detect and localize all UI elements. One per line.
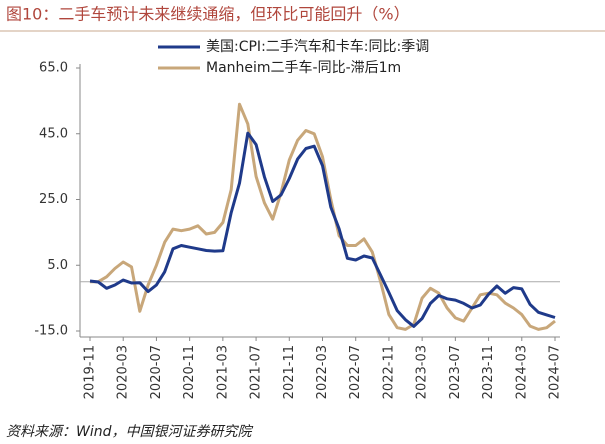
x-tick-label: 2024-03 (514, 345, 529, 399)
chart-title: 图10：二手车预计未来继续通缩，但环比可能回升（%） (6, 5, 410, 24)
x-tick-label: 2022-07 (348, 345, 363, 399)
legend-label: 美国:CPI:二手汽车和卡车:同比:季调 (206, 38, 429, 55)
x-tick-label: 2019-11 (83, 345, 98, 399)
x-tick-label: 2021-07 (249, 345, 264, 399)
series-line (90, 102, 556, 331)
x-tick-label: 2020-03 (116, 345, 131, 399)
x-tick-label: 2020-11 (182, 345, 197, 399)
y-tick-label: 5.0 (47, 258, 68, 273)
y-tick-label: 65.0 (39, 61, 68, 76)
x-tick-label: 2023-03 (415, 345, 430, 399)
x-tick-label: 2023-11 (481, 345, 496, 399)
x-tick-label: 2022-03 (315, 345, 330, 399)
y-tick-label: 45.0 (39, 126, 68, 141)
y-tick-label: 25.0 (39, 192, 68, 207)
legend-label: Manheim二手车-同比-滞后1m (206, 59, 401, 76)
y-tick-label: -15.0 (34, 324, 68, 339)
x-tick-label: 2023-07 (448, 345, 463, 399)
x-tick-label: 2022-11 (381, 345, 396, 399)
x-tick-label: 2024-07 (548, 345, 563, 399)
x-tick-label: 2021-03 (215, 345, 230, 399)
x-tick-label: 2021-11 (282, 345, 297, 399)
x-tick-label: 2020-07 (149, 345, 164, 399)
source: 资料来源：Wind，中国银河证券研究院 (6, 424, 253, 440)
series-line (89, 131, 556, 328)
